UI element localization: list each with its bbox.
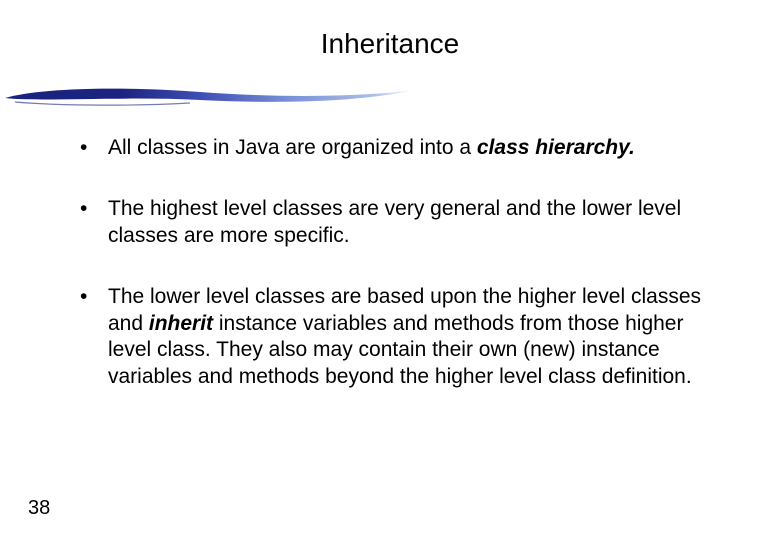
bullet-item: The highest level classes are very gener…	[80, 196, 720, 250]
emphasis-text: inherit	[149, 312, 213, 335]
bullet-item: All classes in Java are organized into a…	[80, 135, 720, 162]
body-text: The highest level classes are very gener…	[108, 197, 681, 247]
slide: Inheritance All classes in Java are orga…	[0, 0, 780, 540]
emphasis-text: class hierarchy.	[477, 136, 635, 159]
bullet-item: The lower level classes are based upon t…	[80, 284, 720, 392]
slide-title: Inheritance	[0, 0, 780, 70]
slide-content: All classes in Java are organized into a…	[0, 135, 780, 391]
underline-swoosh-icon	[0, 80, 420, 110]
slide-number: 38	[28, 497, 50, 520]
body-text: All classes in Java are organized into a	[108, 136, 477, 159]
bullet-list: All classes in Java are organized into a…	[80, 135, 720, 391]
